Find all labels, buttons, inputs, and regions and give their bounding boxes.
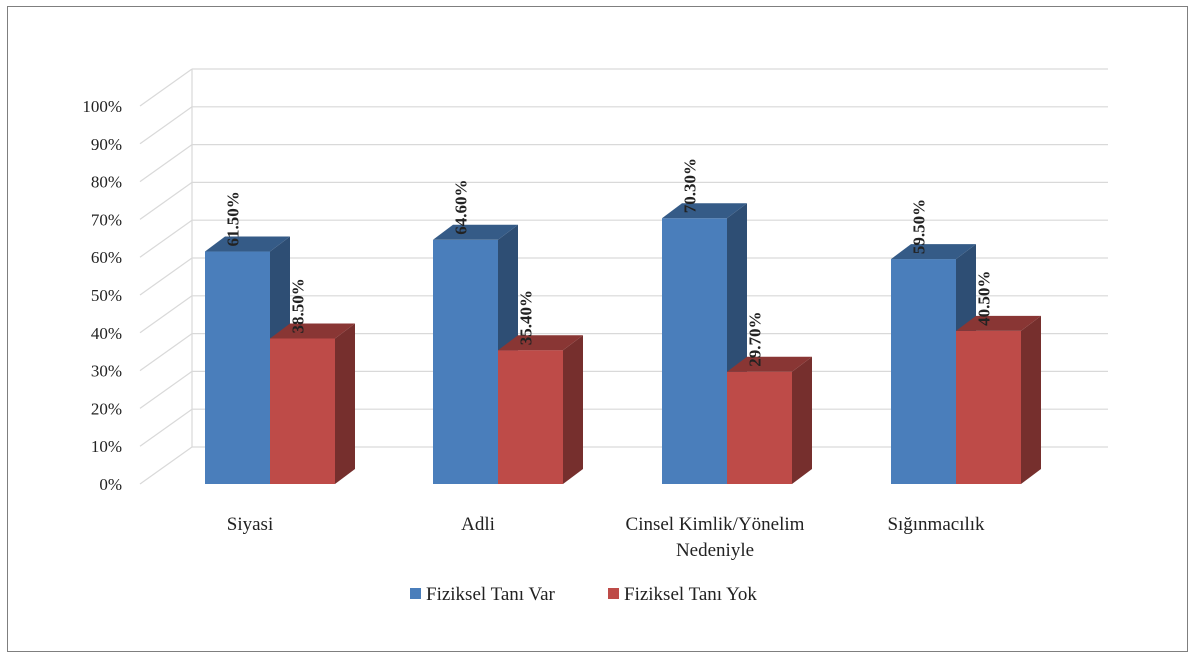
bar-top (956, 315, 1041, 331)
bar-side (563, 335, 583, 484)
category-label: Sığınmacılık (887, 514, 985, 535)
bar-top (891, 244, 976, 260)
gridline-side (139, 333, 193, 372)
bar (891, 259, 956, 484)
category-label: Adli (461, 514, 495, 535)
y-tick-label: 60% (91, 248, 122, 267)
bar-top (498, 335, 583, 351)
bar (727, 371, 792, 484)
gridline-side (139, 446, 193, 485)
category-label: Nedeniyle (676, 540, 754, 561)
y-tick-label: 10% (91, 437, 122, 456)
bar (956, 330, 1021, 484)
legend-label: Fiziksel Tanı Yok (624, 584, 757, 605)
data-label: 38.50% (289, 278, 308, 333)
data-label: 64.60% (452, 180, 471, 235)
y-tick-label: 20% (91, 399, 122, 418)
y-tick-label: 70% (91, 210, 122, 229)
bar-top (270, 323, 355, 339)
data-label: 40.50% (975, 271, 994, 326)
bar (662, 218, 727, 485)
bar-side (1021, 315, 1041, 484)
gridline-side (139, 295, 193, 334)
data-label: 61.50% (224, 191, 243, 246)
legend-label: Fiziksel Tanı Var (426, 584, 556, 605)
bar (498, 350, 563, 484)
bar-top (433, 224, 518, 240)
bar-side (792, 356, 812, 484)
data-label: 29.70% (746, 311, 765, 366)
bar-top (727, 356, 812, 372)
y-tick-label: 30% (91, 362, 122, 381)
data-label: 70.30% (681, 158, 700, 213)
y-tick-label: 0% (99, 475, 122, 494)
category-label: Siyasi (227, 514, 273, 535)
gridline-side (139, 106, 193, 145)
category-label: Cinsel Kimlik/Yönelim (626, 514, 805, 535)
data-label: 59.50% (910, 199, 929, 254)
bar-top (205, 236, 290, 252)
gridline-side (139, 68, 193, 107)
gridline-side (139, 257, 193, 296)
y-tick-label: 50% (91, 286, 122, 305)
legend-swatch (608, 588, 619, 599)
gridline-side (139, 219, 193, 258)
bar (433, 239, 498, 484)
gridline-side (139, 408, 193, 447)
gridline-side (139, 370, 193, 409)
gridline-side (139, 144, 193, 183)
bar (270, 338, 335, 484)
legend-swatch (410, 588, 421, 599)
gridline-side (139, 181, 193, 220)
y-tick-label: 100% (82, 97, 122, 116)
bar-side (335, 323, 355, 484)
y-tick-label: 40% (91, 324, 122, 343)
bar-top (662, 203, 747, 219)
y-tick-label: 90% (91, 135, 122, 154)
data-label: 35.40% (517, 290, 536, 345)
y-tick-label: 80% (91, 173, 122, 192)
bar (205, 251, 270, 484)
